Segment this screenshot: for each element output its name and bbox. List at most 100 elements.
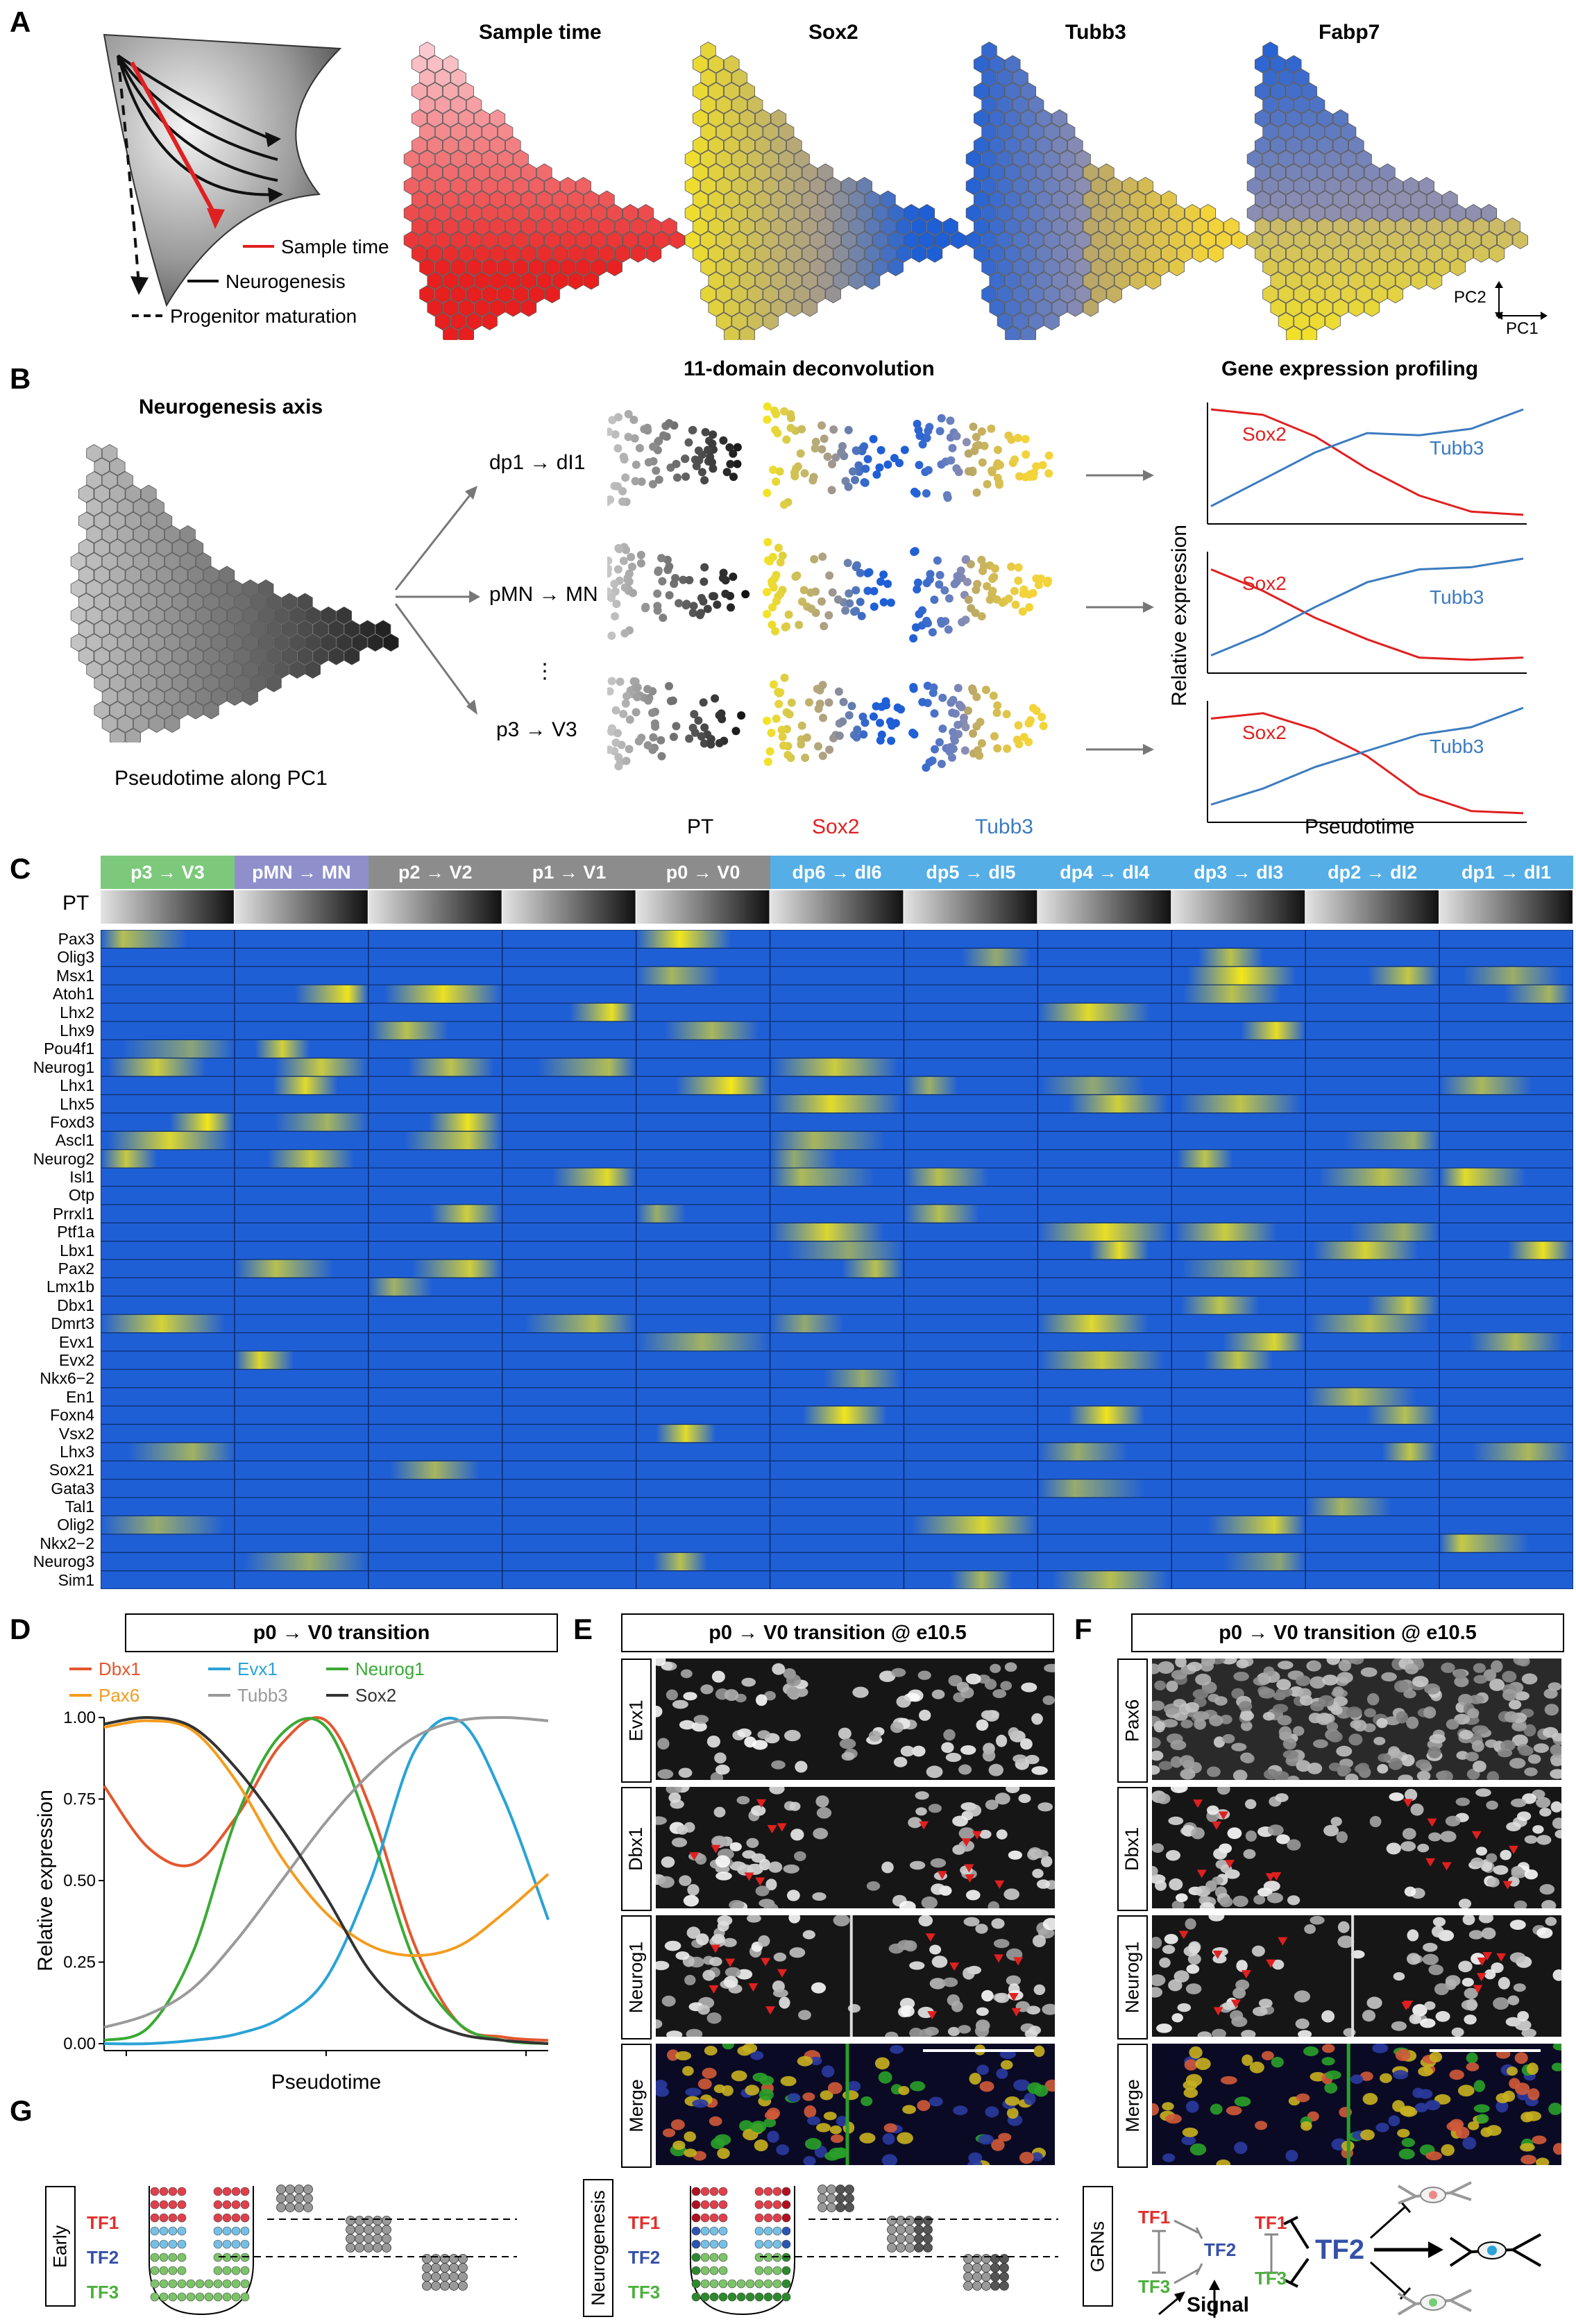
neural-tube-neurogenesis xyxy=(690,2185,1058,2316)
legend-label-pax6: Pax6 xyxy=(99,1685,139,1706)
pc1-label: PC1 xyxy=(1506,319,1539,338)
g-label-neurogenesis: Neurogenesis xyxy=(583,2179,613,2317)
column-label-pt: PT xyxy=(687,815,714,838)
domain-header-5: dp6 → dI6 xyxy=(770,856,904,889)
panel-f-title: p0 → V0 transition @ e10.5 xyxy=(1131,1613,1564,1652)
micrograph-e-merge xyxy=(656,2044,1055,2165)
gene-label: Tal1 xyxy=(65,1498,94,1516)
ytick-label: 0.00 xyxy=(63,2035,96,2053)
gene-label: Foxn4 xyxy=(50,1406,94,1425)
heatmap-gene-labels: Pax3 Olig3 Msx1 Atoh1 Lhx2 Lhx9 Pou4f1 Neurog1 L… xyxy=(0,930,97,1589)
panel-e-row-label-evx1: Evx1 xyxy=(621,1659,652,1783)
gene-label: Lhx1 xyxy=(60,1076,94,1095)
x-axis-label: Pseudotime xyxy=(271,2071,381,2094)
profiling-title: Gene expression profiling xyxy=(1221,357,1479,380)
legend-sample-time: Sample time xyxy=(281,236,389,257)
gene-label: Nkx2−2 xyxy=(40,1534,94,1552)
gene-label: Olig2 xyxy=(57,1516,94,1534)
transition-ellipsis: ⋮ xyxy=(534,660,555,683)
gene-label: En1 xyxy=(66,1387,94,1406)
panel-letter-d: D xyxy=(10,1613,31,1645)
hexmap-tubb3 xyxy=(965,42,1248,340)
grn-tf2-right: TF2 xyxy=(1315,2234,1365,2265)
micrograph-f-pax6 xyxy=(1152,1659,1561,1780)
g-label-grns: GRNs xyxy=(1083,2186,1113,2307)
domain-header-8: dp3 → dI3 xyxy=(1171,856,1306,889)
svg-text:Sox2: Sox2 xyxy=(1242,722,1287,743)
micrograph-e-evx1 xyxy=(656,1659,1055,1780)
hexmap-title-sox2: Sox2 xyxy=(808,21,858,44)
ytick-label: 1.00 xyxy=(63,1708,96,1727)
gene-label: Ptf1a xyxy=(57,1223,94,1241)
gene-label: Lhx3 xyxy=(60,1442,94,1461)
gene-label: Atoh1 xyxy=(52,985,94,1003)
panel-letter-e: E xyxy=(573,1613,593,1645)
pc2-label: PC2 xyxy=(1454,288,1486,307)
svg-text:Tubb3: Tubb3 xyxy=(1430,586,1484,608)
panel-letter-g: G xyxy=(10,2094,33,2127)
chart-title-box: p0 → V0 transition xyxy=(125,1613,558,1652)
grn-tf3-left: TF3 xyxy=(1138,2276,1171,2297)
transition-arrows xyxy=(394,486,480,715)
grn-tf3-right: TF3 xyxy=(1255,2268,1287,2289)
neurogenesis-axis-title: Neurogenesis axis xyxy=(139,396,323,418)
svg-text:Tubb3: Tubb3 xyxy=(1430,437,1484,459)
ytick-label: 0.50 xyxy=(63,1872,96,1890)
panel-f-row-label-neurog1: Neurog1 xyxy=(1117,1915,1148,2039)
transition-label-pmn: pMN → MN xyxy=(489,583,598,606)
gene-label: Neurog2 xyxy=(33,1149,94,1168)
gene-label: Ascl1 xyxy=(55,1131,94,1150)
hexmap-sample-time xyxy=(403,42,686,340)
g-neuro-tf1: TF1 xyxy=(628,2212,661,2233)
panel-e-row-label-neurog1: Neurog1 xyxy=(621,1915,652,2039)
ytick-label: 0.75 xyxy=(63,1790,96,1809)
gene-label: Sim1 xyxy=(58,1570,94,1589)
legend-label-evx1: Evx1 xyxy=(237,1659,278,1679)
grn-tf1-left: TF1 xyxy=(1138,2207,1171,2228)
legend-progenitor-maturation: Progenitor maturation xyxy=(170,305,357,327)
g-early-tf2: TF2 xyxy=(87,2247,119,2268)
deconvolution-title: 11-domain deconvolution xyxy=(684,357,935,380)
gene-label: Neurog1 xyxy=(33,1058,94,1076)
hexmap-fabp7 xyxy=(1246,42,1529,340)
line-chart: Dbx1 Evx1 Neurog1 Pax6 Tubb3 Sox2 0.00 0.25 0.50… xyxy=(34,1659,550,2094)
domain-header-2: p2 → V2 xyxy=(368,856,502,889)
hexmap-pseudotime xyxy=(70,444,399,743)
gene-label: Olig3 xyxy=(57,948,94,967)
gene-label: Foxd3 xyxy=(50,1112,94,1131)
series-line-evx1 xyxy=(103,1716,550,2046)
gene-label: Pou4f1 xyxy=(44,1040,94,1058)
g-early-tf3: TF3 xyxy=(87,2282,119,2302)
gene-label: Lmx1b xyxy=(46,1278,94,1296)
panel-letter-b: B xyxy=(10,362,31,395)
legend-label-neurog1: Neurog1 xyxy=(355,1659,425,1679)
panel-letter-a: A xyxy=(10,6,31,38)
panel-e-row-label-dbx1: Dbx1 xyxy=(621,1787,652,1911)
series-line-neurog1 xyxy=(103,1717,549,2045)
heatmap-pt-bar xyxy=(101,890,1573,924)
panel-f-row-label-dbx1: Dbx1 xyxy=(1117,1787,1148,1911)
micrograph-f-merge xyxy=(1152,2044,1561,2165)
grn-signal-label: Signal xyxy=(1187,2293,1250,2316)
gene-label: Pax2 xyxy=(58,1259,94,1278)
neural-tube-early xyxy=(149,2185,517,2316)
gene-label: Lbx1 xyxy=(60,1241,94,1259)
domain-header-10: dp1 → dI1 xyxy=(1439,856,1573,889)
transition-label-p3: p3 → V3 xyxy=(496,718,577,741)
panel-letter-c: C xyxy=(10,852,31,885)
gene-label: Gata3 xyxy=(51,1479,94,1498)
series-line-sox2 xyxy=(103,1715,549,2045)
hexmap-title-sample-time: Sample time xyxy=(479,21,602,44)
panel-e-title: p0 → V0 transition @ e10.5 xyxy=(621,1613,1054,1652)
gene-label: Isl1 xyxy=(69,1168,94,1187)
svg-text:Sox2: Sox2 xyxy=(1242,423,1287,445)
hexmap-title-fabp7: Fabp7 xyxy=(1319,21,1380,44)
column-label-sox2: Sox2 xyxy=(812,815,860,838)
gene-label: Prrxl1 xyxy=(52,1204,94,1223)
ytick-label: 0.25 xyxy=(63,1953,96,1972)
g-early-tf1: TF1 xyxy=(87,2212,119,2233)
gene-label: Dmrt3 xyxy=(51,1314,94,1333)
domain-header-7: dp4 → dI4 xyxy=(1037,856,1172,889)
svg-text:Tubb3: Tubb3 xyxy=(1430,736,1484,757)
gene-label: Otp xyxy=(68,1186,94,1205)
